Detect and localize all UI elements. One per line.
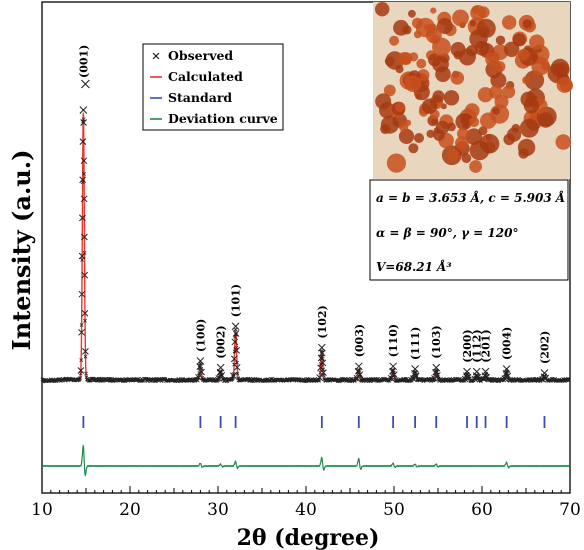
observed-peak-top — [411, 365, 419, 373]
observed-peak-top — [540, 369, 549, 377]
observed-point — [218, 371, 226, 379]
observed-point — [319, 359, 327, 367]
legend-label-standard: Standard — [168, 90, 232, 105]
observed-point — [233, 347, 240, 354]
observed-point — [318, 349, 326, 357]
observed-point — [316, 374, 324, 381]
observed-point — [79, 138, 87, 145]
observed-peak-top — [231, 322, 240, 331]
sample-photo-particles — [375, 2, 573, 173]
observed-point — [480, 375, 488, 383]
peak-label: (112) — [471, 329, 484, 362]
observed-point — [195, 373, 202, 381]
peak-label: (110) — [387, 324, 400, 357]
observed-markers-layer — [40, 79, 571, 384]
observed-point — [232, 330, 240, 337]
observed-peak-top — [354, 362, 363, 371]
observed-point — [80, 195, 88, 203]
observed-point — [78, 290, 86, 298]
observed-peak-top — [216, 363, 225, 372]
peak-label: (003) — [353, 324, 366, 357]
observed-point — [78, 252, 86, 260]
legend-item-calculated: Calculated — [150, 69, 243, 84]
peak-label: (202) — [539, 331, 552, 364]
observed-point — [390, 371, 398, 379]
observed-peak-top — [463, 367, 471, 376]
observed-point — [320, 369, 327, 377]
lattice-parameter-box: a = b = 3.653 Å, c = 5.903 Å α = β = 90°… — [369, 179, 569, 281]
peak-label: (100) — [194, 319, 207, 352]
lattice-line-2: α = β = 90°, γ = 120° — [376, 226, 518, 240]
observed-point — [82, 348, 89, 355]
x-axis-title: 2θ (degree) — [237, 525, 380, 550]
legend-box — [142, 43, 284, 131]
x-tick-label: 20 — [119, 500, 141, 520]
observed-point — [81, 233, 88, 241]
observed-point — [80, 119, 87, 126]
x-tick-label: 30 — [207, 500, 229, 520]
peak-label: (201) — [480, 329, 493, 362]
observed-point — [198, 368, 205, 376]
observed-peak-top — [317, 343, 326, 352]
observed-point — [77, 367, 85, 374]
observed-peak-top — [389, 362, 397, 371]
observed-point — [434, 371, 441, 379]
observed-point — [79, 214, 86, 222]
legend-label-calculated: Calculated — [168, 69, 243, 84]
legend-item-observed: Observed — [152, 48, 233, 63]
observed-point — [317, 364, 324, 372]
legend: Observed Calculated Standard Deviation c… — [142, 43, 284, 131]
peak-label: (004) — [501, 327, 514, 360]
x-tick-label: 40 — [295, 500, 317, 520]
observed-point — [231, 338, 239, 346]
peak-label: (200) — [461, 329, 474, 362]
sample-photo-inset — [373, 2, 573, 179]
observed-peak-top — [481, 367, 490, 376]
observed-point — [356, 371, 364, 379]
observed-point — [233, 363, 241, 371]
lattice-box-frame — [369, 179, 569, 281]
x-tick-label: 10 — [31, 500, 53, 520]
x-tick-label: 70 — [559, 500, 581, 520]
observed-peak-top — [432, 363, 441, 372]
observed-point — [196, 363, 204, 371]
y-axis-title: Intensity (a.u.) — [7, 150, 36, 351]
observed-point — [230, 372, 237, 380]
observed-peak-top — [79, 106, 88, 114]
observed-peak-top — [502, 365, 511, 373]
peak-label: (002) — [215, 325, 228, 358]
lattice-line-1: a = b = 3.653 Å, c = 5.903 Å — [376, 190, 565, 205]
observed-x-icon — [152, 52, 160, 60]
peak-labels-layer: (001) (100) (002)(101) (102) (003) (110) (111)… — [77, 45, 551, 364]
observed-point — [461, 375, 469, 383]
observed-point — [81, 271, 89, 279]
legend-item-deviation: Deviation curve — [150, 111, 278, 126]
x-tick-label: 50 — [383, 500, 405, 520]
peak-label: (102) — [316, 305, 329, 338]
peak-label: (103) — [430, 325, 443, 358]
legend-item-standard: Standard — [150, 90, 232, 105]
lattice-line-3: V=68.21 Å³ — [376, 259, 452, 274]
observed-peak-top — [472, 367, 481, 376]
x-tick-label: 60 — [471, 500, 493, 520]
observed-point — [78, 328, 85, 336]
observed-point — [471, 375, 479, 383]
x-axis-ticks: 10 20 30 40 50 60 70 — [31, 486, 581, 520]
observed-point — [80, 157, 88, 165]
peak-label: (001) — [77, 45, 90, 78]
peak-label: (101) — [230, 284, 243, 317]
observed-peak-top — [196, 357, 205, 365]
observed-point — [79, 176, 86, 184]
observed-point — [317, 354, 325, 362]
peak-label: (111) — [409, 327, 422, 360]
standard-ticks-layer — [82, 416, 546, 428]
observed-point — [80, 79, 90, 89]
deviation-curve — [41, 444, 571, 477]
legend-label-observed: Observed — [168, 48, 233, 63]
observed-point — [230, 355, 238, 363]
legend-label-deviation: Deviation curve — [168, 111, 278, 126]
observed-point — [81, 309, 89, 317]
